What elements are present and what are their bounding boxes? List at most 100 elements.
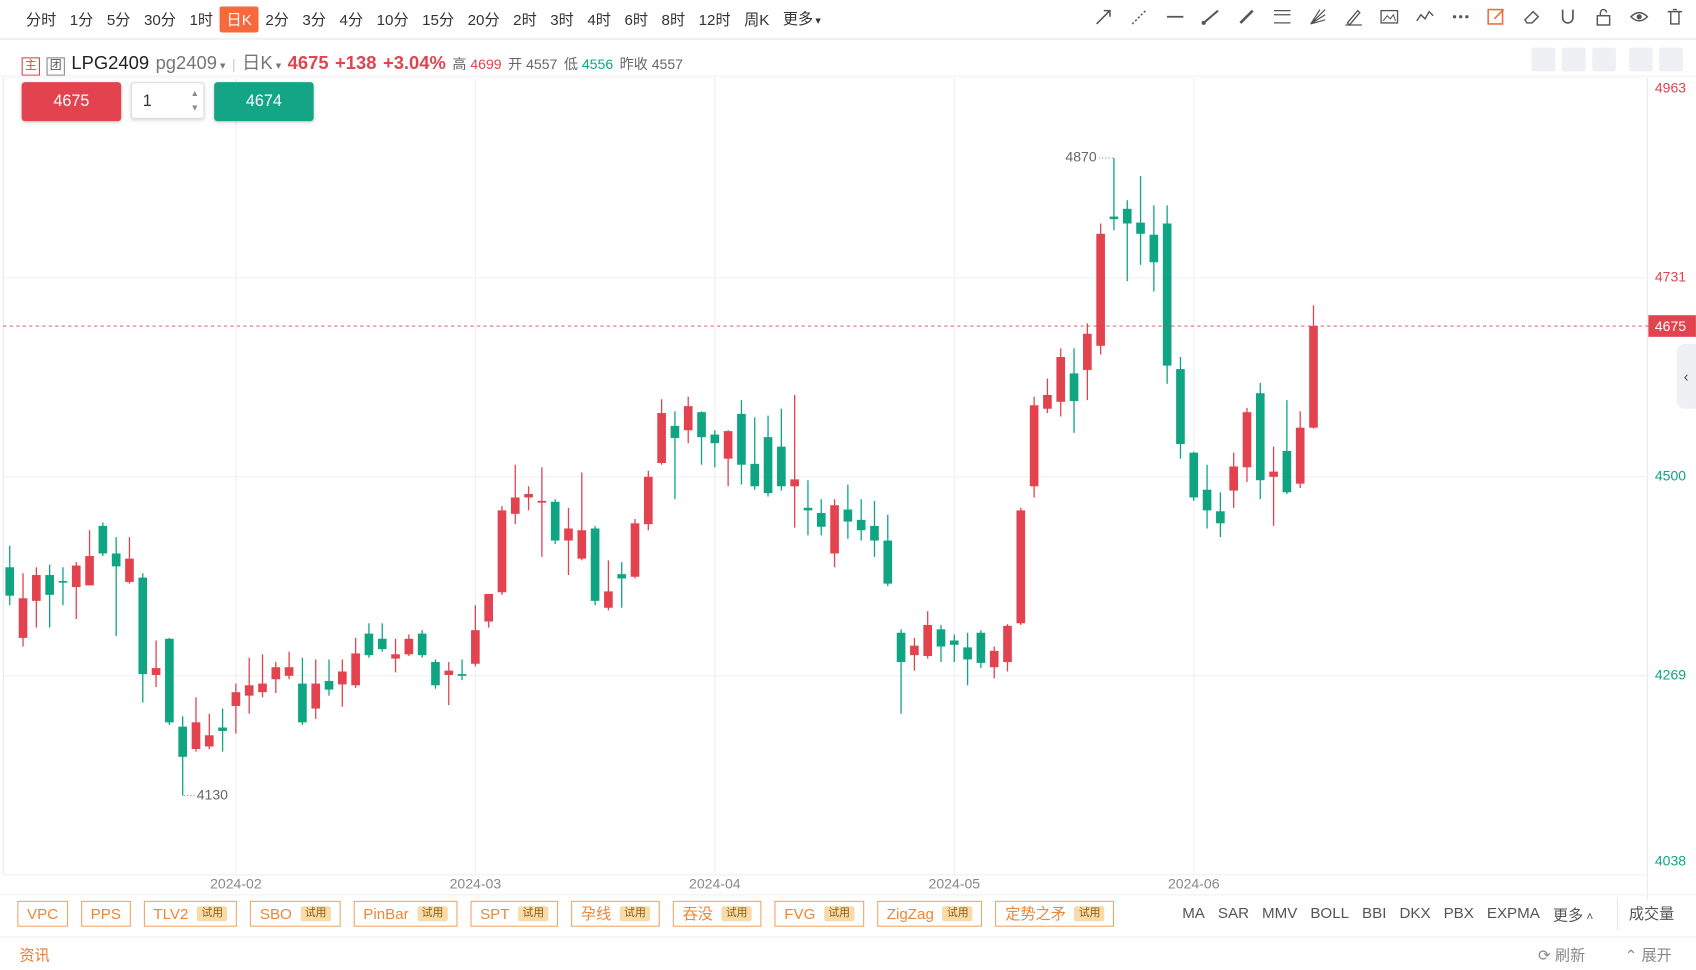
indicator-pill[interactable]: TLV2 试用 xyxy=(143,900,238,927)
candle-body xyxy=(417,633,427,656)
period-button[interactable]: 2分 xyxy=(265,10,289,29)
period-button[interactable]: 8时 xyxy=(661,10,686,29)
candle-body xyxy=(843,509,853,522)
indicator-tab[interactable]: BOLL xyxy=(1310,904,1350,922)
indicator-tab[interactable]: MMV xyxy=(1262,904,1298,922)
tool-trend[interactable] xyxy=(1236,6,1257,27)
candle-body xyxy=(1269,471,1278,477)
low: 4556 xyxy=(581,56,614,73)
indicator-name: SPT xyxy=(480,905,510,923)
candle-body xyxy=(231,692,241,706)
tool-eraser[interactable] xyxy=(1522,6,1543,27)
candle-body xyxy=(923,624,933,657)
indicator-pill[interactable]: PPS xyxy=(80,900,131,927)
period-button[interactable]: 周K xyxy=(744,10,770,29)
indicator-pill[interactable]: SBO 试用 xyxy=(250,900,341,927)
tool-edit[interactable] xyxy=(1486,6,1507,27)
candle-body xyxy=(910,645,919,656)
candle-body xyxy=(763,437,773,494)
period-button[interactable]: 4时 xyxy=(587,10,611,29)
indicator-tab[interactable]: BBI xyxy=(1362,904,1387,922)
spinner[interactable]: ▲ ▼ xyxy=(190,88,200,113)
candle-body xyxy=(484,593,493,622)
tool-image[interactable] xyxy=(1379,6,1400,27)
period-button[interactable]: 12时 xyxy=(698,10,731,29)
period-button[interactable]: 6时 xyxy=(624,10,649,29)
tool-magnet[interactable] xyxy=(1558,6,1579,27)
indicator-tab[interactable]: EXPMA xyxy=(1486,904,1540,922)
period-button[interactable]: 1分 xyxy=(69,10,94,29)
volume-tab[interactable]: 成交量 xyxy=(1616,897,1674,931)
quantity-input[interactable]: 1 ▲ ▼ xyxy=(130,82,205,119)
period-button[interactable]: 5分 xyxy=(106,10,131,29)
indicator-pill[interactable]: 定势之矛 试用 xyxy=(995,900,1115,927)
control[interactable] xyxy=(1592,47,1616,72)
indicator-tab[interactable]: SAR xyxy=(1217,904,1250,922)
candle-body xyxy=(856,519,866,531)
candle-body xyxy=(1202,489,1212,511)
tool-wave[interactable] xyxy=(1415,6,1436,27)
tool-fan[interactable] xyxy=(1308,6,1329,27)
news-tab[interactable]: 资讯 xyxy=(19,946,50,964)
candle-body xyxy=(1096,233,1105,346)
period-button[interactable]: 2时 xyxy=(513,10,537,29)
refresh-button[interactable]: ⟳ 刷新 xyxy=(1538,946,1586,964)
candle-body xyxy=(697,412,706,438)
period-button[interactable]: 更多 xyxy=(776,5,827,34)
control[interactable] xyxy=(1531,47,1556,72)
indicator-pill[interactable]: VPC xyxy=(17,900,68,927)
tool-lock[interactable] xyxy=(1593,6,1614,27)
indicator-tab[interactable]: PBX xyxy=(1443,904,1474,922)
expand-button[interactable]: ⌃ 展开 xyxy=(1624,946,1672,964)
control[interactable] xyxy=(1628,47,1653,72)
tool-eye[interactable] xyxy=(1629,6,1650,27)
period-button[interactable]: 3时 xyxy=(550,10,574,29)
candle-body xyxy=(1069,373,1079,401)
candle-body xyxy=(1043,394,1052,409)
period-button[interactable]: 4分 xyxy=(339,10,364,29)
more-indicators[interactable]: 更多 xyxy=(1553,904,1594,926)
indicator-tab[interactable]: MA xyxy=(1182,904,1205,922)
y-tick-label: 4038 xyxy=(1655,853,1686,869)
period-button[interactable]: 30分 xyxy=(143,10,176,29)
period-button[interactable]: 15分 xyxy=(422,10,455,29)
tool-dashed-ray[interactable] xyxy=(1129,6,1150,27)
tool-hline[interactable] xyxy=(1165,6,1186,27)
indicator-pill[interactable]: 孕线 试用 xyxy=(571,900,660,927)
indicator-pill[interactable]: FVG 试用 xyxy=(774,900,865,927)
candle-body xyxy=(723,431,733,459)
indicator-pill[interactable]: SPT 试用 xyxy=(470,900,559,927)
candle-body xyxy=(1136,222,1145,234)
indicator-tab[interactable]: DKX xyxy=(1399,904,1431,922)
control[interactable] xyxy=(1561,47,1586,72)
tool-more[interactable] xyxy=(1450,6,1471,27)
indicator-name: 定势之矛 xyxy=(1005,905,1066,923)
indicator-pill[interactable]: 吞没 试用 xyxy=(672,900,762,927)
indicator-pill[interactable]: PinBar 试用 xyxy=(353,900,458,927)
period-button[interactable]: 日K xyxy=(220,6,259,33)
candle-body xyxy=(1162,223,1172,366)
candle-body xyxy=(657,413,666,464)
period-button[interactable]: 10分 xyxy=(376,10,409,29)
tool-segment[interactable] xyxy=(1201,6,1222,27)
trial-badge: 试用 xyxy=(619,906,651,922)
buy-button[interactable]: 4675 xyxy=(21,82,122,122)
sell-button[interactable]: 4674 xyxy=(214,82,314,122)
period-button[interactable]: 1时 xyxy=(189,10,214,29)
divider xyxy=(0,37,1696,41)
tool-fib[interactable] xyxy=(1272,6,1293,27)
tool-pen[interactable] xyxy=(1343,6,1364,27)
candle-body xyxy=(351,653,360,686)
period-select[interactable]: 日K xyxy=(242,48,281,75)
period-button[interactable]: 20分 xyxy=(467,10,500,29)
period-button[interactable]: 3分 xyxy=(302,10,327,29)
tool-trash[interactable] xyxy=(1665,6,1686,27)
tool-arrow[interactable] xyxy=(1093,6,1114,27)
indicator-pill[interactable]: ZigZag 试用 xyxy=(877,900,983,927)
close-button[interactable] xyxy=(1659,47,1683,72)
period-button[interactable]: 分时 xyxy=(25,10,57,29)
symbol-code[interactable]: pg2409 xyxy=(156,53,226,75)
side-collapse[interactable]: ‹ xyxy=(1676,343,1696,409)
stat-label: 高 xyxy=(452,56,467,73)
